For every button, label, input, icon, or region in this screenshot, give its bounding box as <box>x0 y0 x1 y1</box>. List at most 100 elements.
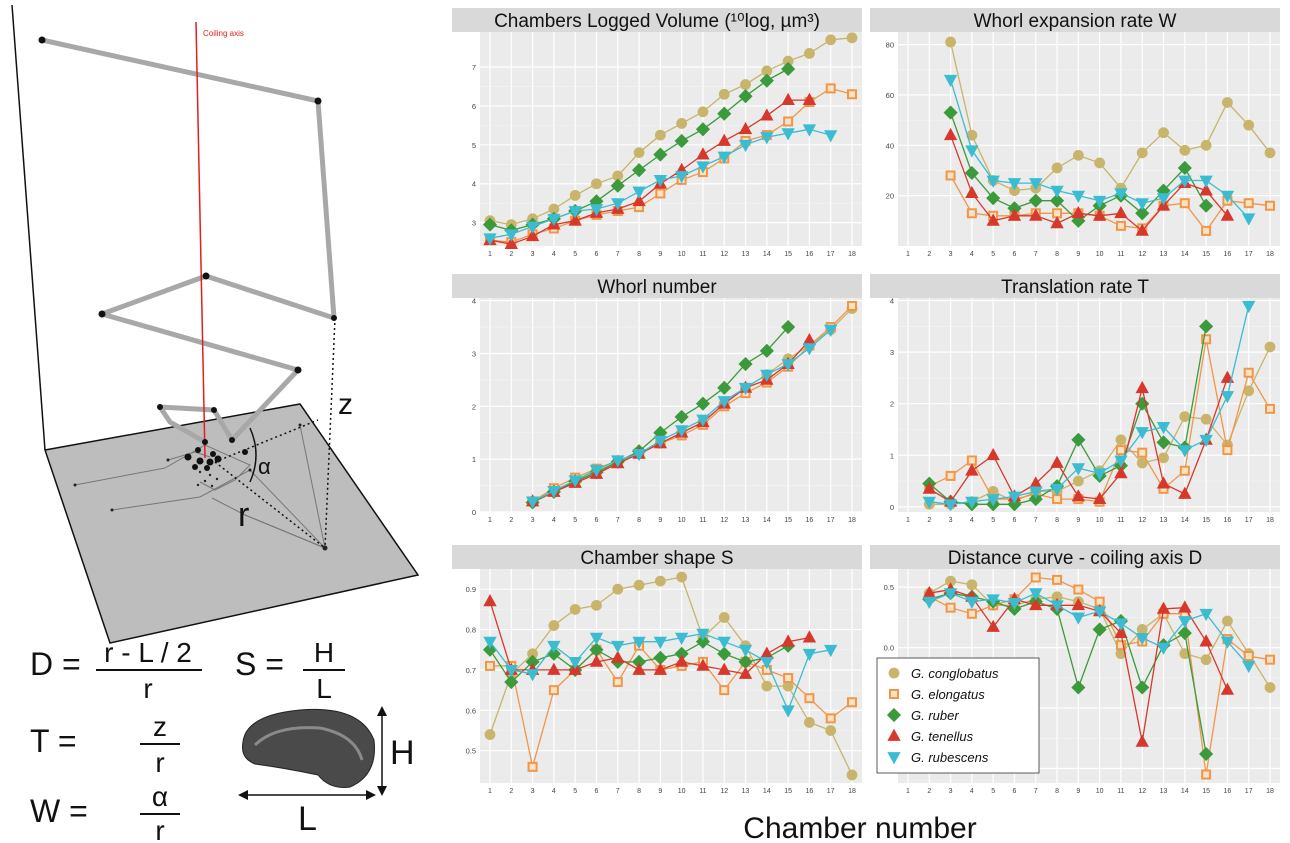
x-tick-label: 9 <box>1076 788 1080 795</box>
series-g-ruber <box>482 61 796 238</box>
data-point <box>1156 601 1171 614</box>
data-point <box>1030 572 1041 583</box>
data-point <box>548 620 560 631</box>
data-point <box>485 660 495 671</box>
data-point <box>1007 597 1022 611</box>
data-point <box>1158 127 1169 139</box>
data-point <box>1265 200 1275 211</box>
legend-item: G. tenellus <box>887 728 974 744</box>
x-tick-label: 15 <box>784 517 792 524</box>
data-point <box>717 646 732 661</box>
data-point <box>696 147 710 160</box>
series-g-rubescens <box>922 300 1256 512</box>
chamber-highlight <box>253 726 364 761</box>
series-g-tenellus <box>483 92 817 249</box>
data-point <box>1136 624 1148 635</box>
data-point <box>1072 149 1084 161</box>
data-point <box>783 673 794 684</box>
data-point <box>591 599 602 611</box>
data-point <box>612 583 624 595</box>
data-point <box>568 213 582 226</box>
y-tick-label: 0.0 <box>884 644 894 653</box>
data-point <box>568 475 582 488</box>
plot-background <box>480 32 862 246</box>
data-point <box>719 685 730 696</box>
data-point <box>847 697 857 708</box>
data-point <box>1092 491 1107 505</box>
data-point <box>1199 175 1213 188</box>
y-tick-label: 2 <box>472 402 476 411</box>
data-point <box>1007 491 1022 504</box>
chart-title: Translation rate T <box>1001 277 1149 298</box>
x-tick-label: 6 <box>1013 788 1017 795</box>
data-point <box>717 380 732 395</box>
formula-W-denominator: r <box>155 815 164 843</box>
data-point <box>676 571 688 583</box>
H-arrow-head-top <box>377 706 387 716</box>
x-tick-label: 4 <box>552 788 556 795</box>
data-point <box>1199 198 1214 213</box>
series-line <box>489 576 853 776</box>
legend-marker <box>887 728 901 741</box>
series-line <box>950 175 1271 232</box>
data-point <box>1201 334 1212 345</box>
data-point <box>1071 432 1086 447</box>
x-tick-label: 16 <box>1224 251 1232 258</box>
data-point <box>1179 144 1191 156</box>
data-point <box>1177 626 1192 641</box>
data-point <box>1050 216 1064 229</box>
data-point <box>965 596 979 609</box>
data-point <box>922 496 936 510</box>
x-tick-label: 3 <box>949 251 953 258</box>
data-point <box>696 414 710 427</box>
data-point <box>986 594 1000 607</box>
data-point <box>695 634 711 649</box>
x-tick-label: 7 <box>1034 517 1038 524</box>
series-g-rubescens <box>483 124 838 246</box>
data-point <box>483 593 497 607</box>
data-point <box>965 496 979 510</box>
coiling-axis-line <box>195 21 206 459</box>
data-point <box>847 89 857 100</box>
data-point <box>718 88 730 100</box>
data-point <box>1051 162 1063 174</box>
x-tick-label: 17 <box>827 251 835 258</box>
x-tick-label: 3 <box>531 788 535 795</box>
data-point <box>612 677 623 688</box>
x-tick-label: 17 <box>1245 251 1253 258</box>
data-point <box>1029 588 1043 601</box>
data-point <box>1179 198 1190 209</box>
x-tick-label: 3 <box>949 517 953 524</box>
x-tick-label: 2 <box>509 251 513 258</box>
data-point <box>674 409 689 424</box>
data-point <box>1114 465 1128 479</box>
y-tick-label: 3 <box>890 348 894 357</box>
data-point <box>759 73 774 88</box>
x-tick-label: 1 <box>906 251 910 258</box>
data-point <box>695 122 711 137</box>
data-point <box>738 644 753 658</box>
y-tick-label: 5 <box>472 141 476 150</box>
x-tick-label: 3 <box>949 788 953 795</box>
data-point <box>1242 300 1256 314</box>
data-point <box>945 170 956 181</box>
data-point <box>525 228 540 242</box>
data-point <box>611 640 625 654</box>
data-point <box>631 163 647 178</box>
y-tick-label: 3 <box>472 219 476 228</box>
x-tick-label: 8 <box>637 788 641 795</box>
data-point <box>525 669 540 682</box>
data-point <box>1220 190 1235 203</box>
x-tick-label: 8 <box>637 251 641 258</box>
data-point <box>943 74 958 88</box>
data-point <box>1092 468 1107 481</box>
series-g-rubescens <box>525 324 838 509</box>
chart-title-strip <box>452 545 862 569</box>
x-tick-label: 1 <box>488 251 492 258</box>
data-point <box>1114 455 1128 468</box>
data-point <box>1199 634 1213 647</box>
data-point <box>922 596 936 609</box>
x-tick-label: 7 <box>616 517 620 524</box>
data-point <box>1071 489 1086 502</box>
data-point <box>1049 193 1065 208</box>
